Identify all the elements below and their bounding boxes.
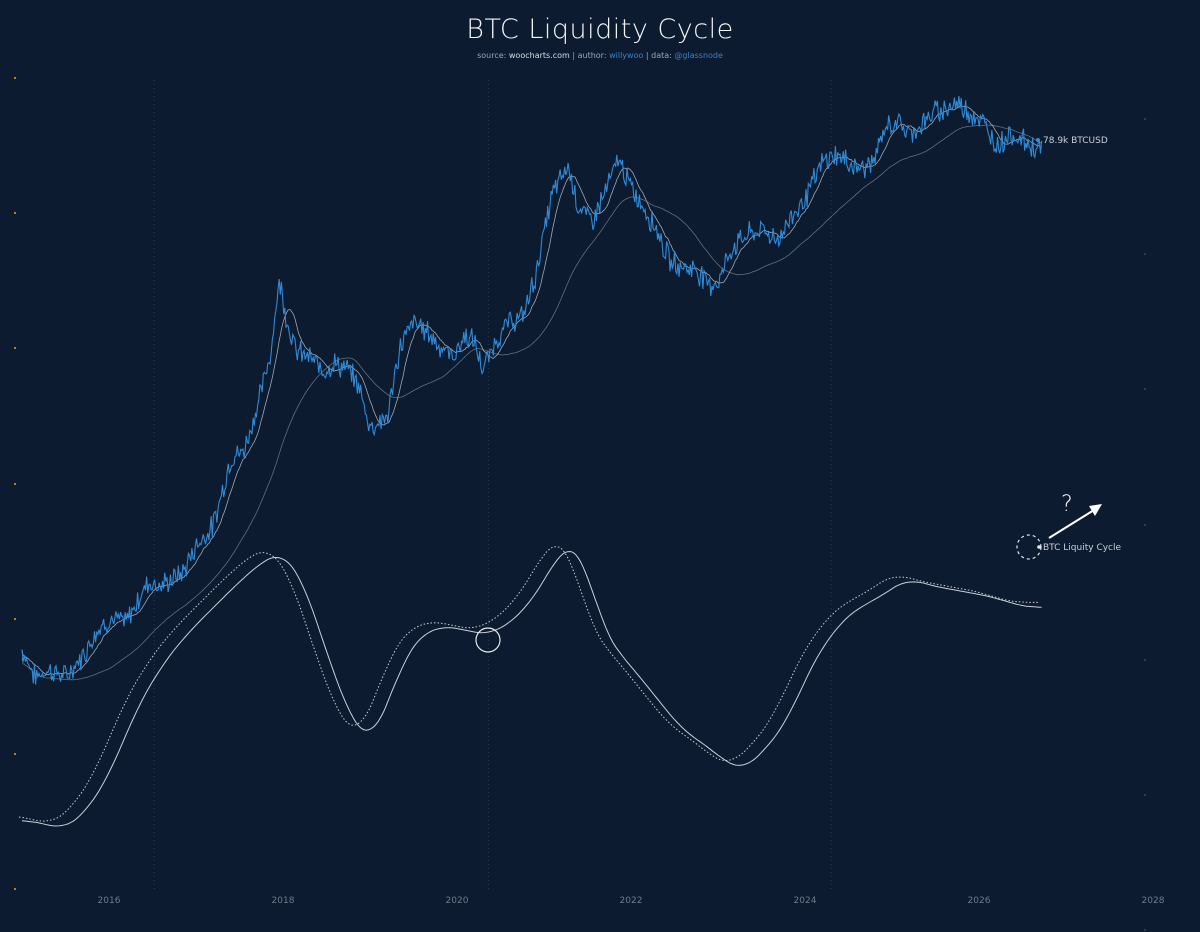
chart-title: BTC Liquidity Cycle [466,14,734,45]
subtitle-author-link[interactable]: willywoo [609,51,644,60]
price-end-dot [1036,138,1040,142]
subtitle-source-prefix: source: [477,51,509,60]
annotation-arrow-head [1089,504,1102,516]
y-tick-marker [14,347,16,349]
btcusd-price-line [21,95,1043,685]
cycle-end-label: BTC Liquity Cycle [1043,543,1121,553]
liquidity-cycle-dotted-line [18,546,1039,822]
x-tick-label: 2016 [98,896,121,906]
y-tick-marker-right [1144,388,1146,390]
subtitle-sep-data: | data: [643,51,675,60]
x-tick-label: 2026 [968,896,991,906]
x-tick-label: 2020 [446,896,469,906]
x-tick-label: 2028 [1142,896,1165,906]
subtitle-data-link[interactable]: @glassnode [674,51,723,60]
x-tick-label: 2022 [620,896,643,906]
x-axis: 2016 2018 2020 2022 2024 2026 2028 [98,896,1165,906]
long-moving-average-line [21,124,1042,681]
y-tick-marker [14,618,16,620]
annotation-circle-dashed [1016,534,1042,560]
y-tick-marker [14,888,16,890]
subtitle-sep-author: | author: [569,51,610,60]
y-axis-tick-markers [14,77,1146,931]
y-tick-marker [14,77,16,79]
chart-subtitle: source: woocharts.com | author: willywoo… [0,51,1200,60]
y-tick-marker-right [1144,118,1146,120]
subtitle-source[interactable]: woocharts.com [508,51,570,60]
y-tick-marker-right [1144,929,1146,931]
moving-averages [21,105,1042,681]
annotation-arrow-line [1048,509,1095,539]
vertical-markers [153,80,832,890]
annotation-question-mark: ? [1061,492,1073,517]
x-tick-label: 2018 [272,896,295,906]
y-tick-marker-right [1144,659,1146,661]
x-tick-label: 2024 [794,896,817,906]
liquidity-cycle-line [21,550,1042,827]
short-moving-average-line [21,105,1042,676]
price-end-label: 78.9k BTCUSD [1043,136,1108,146]
y-tick-marker-right [1144,794,1146,796]
cycle-series [18,546,1042,827]
annotation-circle-2020 [475,627,501,653]
cycle-end-dot [1037,545,1041,549]
y-tick-marker [14,753,16,755]
y-tick-marker [14,212,16,214]
price-series [21,95,1043,685]
y-tick-marker-right [1144,253,1146,255]
y-tick-marker-right [1144,524,1146,526]
y-tick-marker [14,483,16,485]
